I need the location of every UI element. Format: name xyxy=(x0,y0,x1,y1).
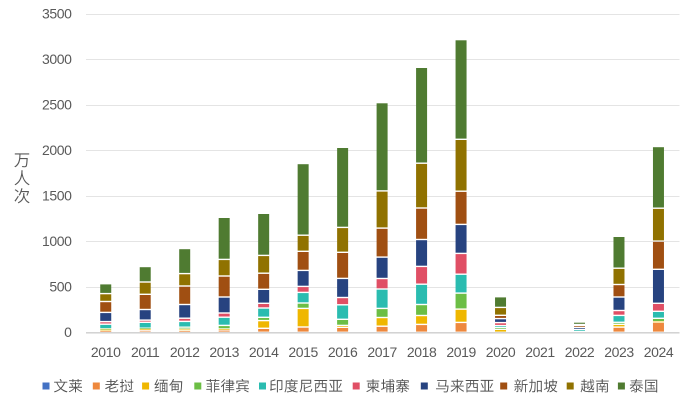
svg-text:2021: 2021 xyxy=(525,344,555,360)
svg-text:2017: 2017 xyxy=(367,344,397,360)
svg-text:2011: 2011 xyxy=(131,344,160,360)
svg-text:2022: 2022 xyxy=(565,344,595,360)
svg-text:2010: 2010 xyxy=(91,344,121,360)
svg-text:2020: 2020 xyxy=(486,344,516,360)
svg-text:3500: 3500 xyxy=(42,6,72,22)
svg-text:1000: 1000 xyxy=(42,233,72,249)
svg-text:2019: 2019 xyxy=(446,344,476,360)
svg-text:2013: 2013 xyxy=(209,344,239,360)
svg-text:2500: 2500 xyxy=(42,97,72,113)
svg-text:2014: 2014 xyxy=(249,344,279,360)
svg-text:2024: 2024 xyxy=(644,344,674,360)
svg-text:2023: 2023 xyxy=(604,344,634,360)
svg-text:1500: 1500 xyxy=(42,188,72,204)
svg-text:2015: 2015 xyxy=(288,344,318,360)
svg-text:2000: 2000 xyxy=(42,142,72,158)
svg-text:500: 500 xyxy=(49,278,72,294)
svg-text:2018: 2018 xyxy=(407,344,437,360)
svg-text:0: 0 xyxy=(64,324,72,340)
svg-text:2016: 2016 xyxy=(328,344,358,360)
svg-text:2012: 2012 xyxy=(170,344,200,360)
svg-text:3000: 3000 xyxy=(42,51,72,67)
